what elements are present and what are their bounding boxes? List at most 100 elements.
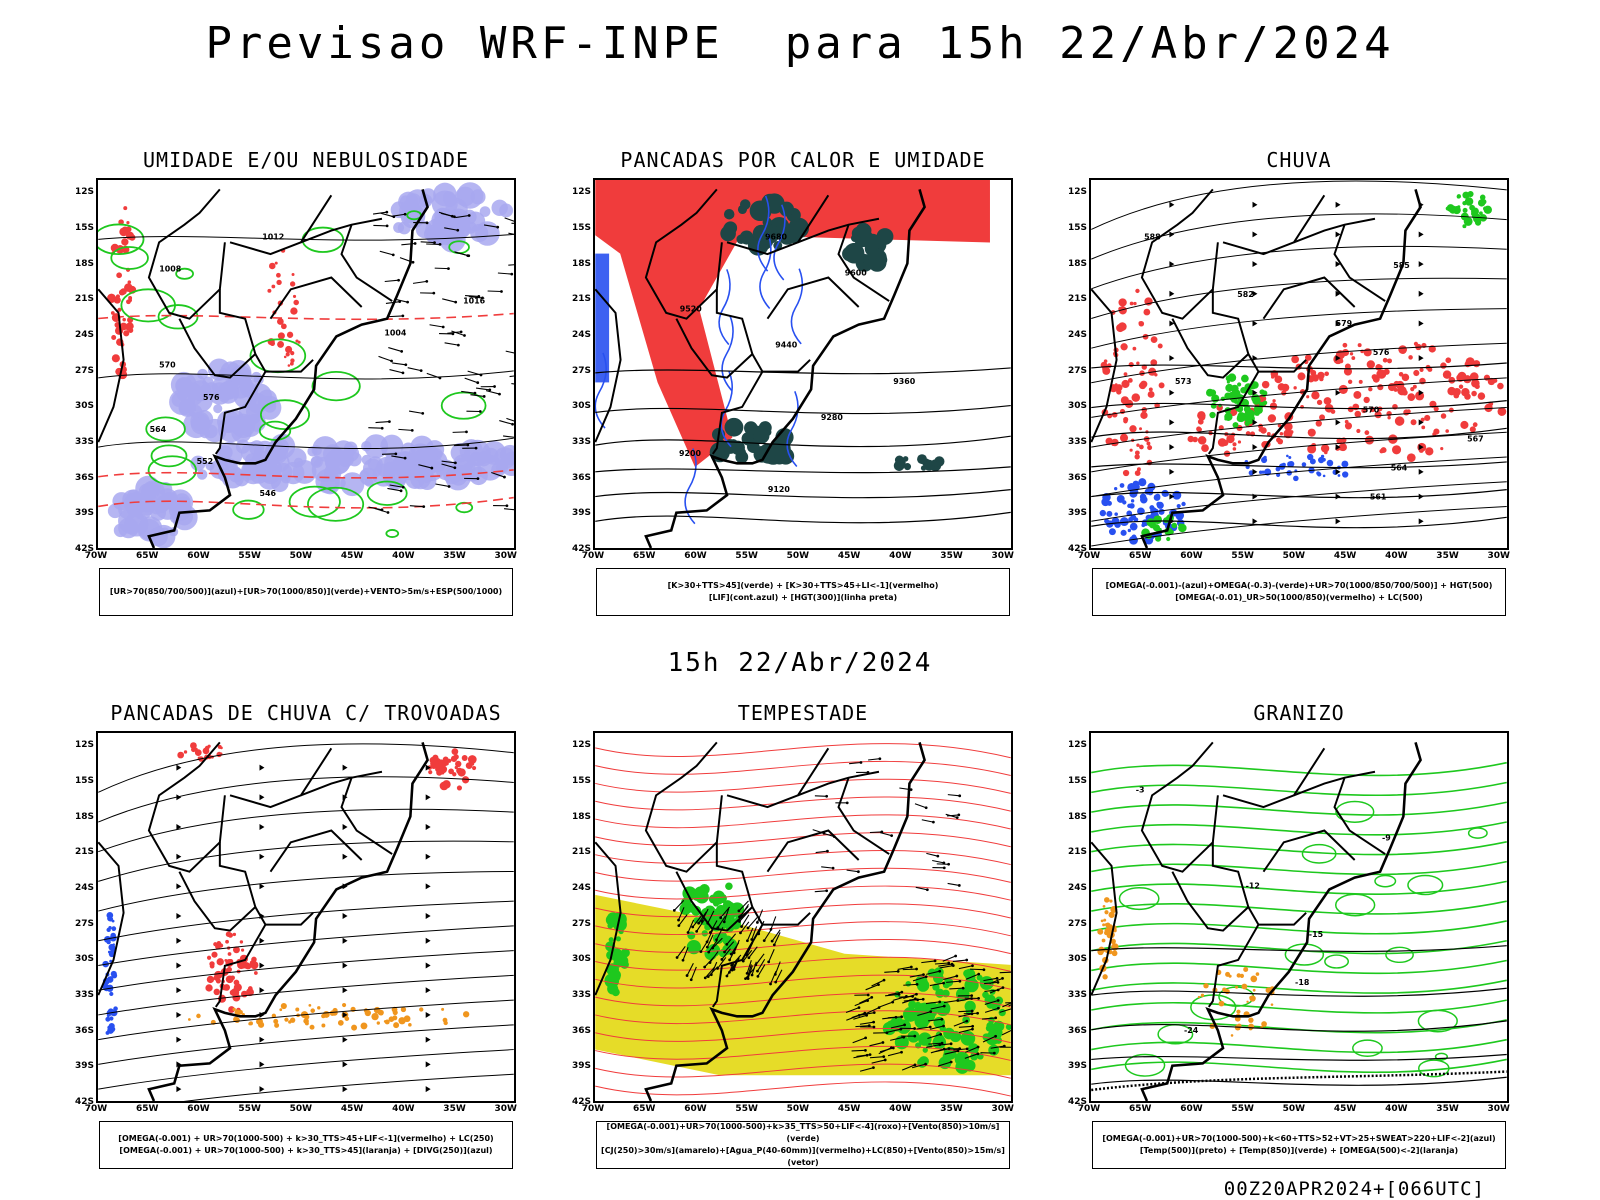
contour-label: -15 — [1309, 930, 1323, 939]
contour-label: -12 — [1246, 882, 1260, 891]
lat-tick-label: 27S — [1067, 918, 1087, 929]
contour-label: 576 — [1373, 348, 1390, 357]
lat-tick-label: 42S — [74, 1097, 94, 1107]
panel-legend: [OMEGA(-0.001)+UR>70(1000-500)+k<60+TTS>… — [1092, 1121, 1506, 1169]
legend-line: [OMEGA(-0.001)+UR>70(1000-500)+k>35_TTS>… — [606, 1122, 1000, 1143]
lon-tick-label: 60W — [1180, 551, 1203, 561]
lon-tick-label: 50W — [786, 1104, 810, 1114]
map-graphic — [595, 741, 1011, 1101]
map-plot: 588 585 582 579 576 573 570 567 564 561 — [1089, 178, 1509, 550]
lon-tick-label: 45W — [837, 1104, 861, 1114]
lat-tick-label: 24S — [1067, 330, 1087, 341]
lat-tick-label: 24S — [571, 883, 591, 894]
lon-tick-label: 55W — [238, 1104, 261, 1114]
lon-tick-label: 50W — [1282, 1104, 1306, 1114]
longitude-axis: 70W 65W 60W 55W 50W 45W 40W 35W 30W — [582, 1104, 1014, 1116]
lat-tick-label: 42S — [1067, 544, 1087, 554]
contour-label: 1016 — [463, 297, 486, 306]
map-plot: 1012 1008 1016 1004 570 576 564 552 546 — [96, 178, 516, 550]
lon-tick-label: 50W — [289, 551, 313, 561]
lat-tick-label: 36S — [571, 472, 591, 483]
lat-tick-label: 36S — [74, 472, 94, 483]
lon-tick-label: 35W — [940, 551, 963, 561]
lat-tick-label: 24S — [74, 883, 94, 894]
lon-tick-label: 65W — [135, 551, 159, 561]
legend-line: [CJ(250)>30m/s](amarelo)+[Agua_P(40-60mm… — [601, 1146, 1005, 1167]
contour-label: 552 — [197, 457, 214, 466]
map-graphic: 1012 1008 1016 1004 570 576 564 552 546 — [98, 182, 514, 548]
contour-label: 564 — [150, 425, 167, 434]
lat-tick-label: 42S — [571, 544, 591, 554]
lon-tick-label: 70W — [581, 1104, 605, 1114]
model-run-stamp: 00Z20APR2024+[066UTC] — [1223, 1178, 1485, 1200]
lat-tick-label: 21S — [74, 847, 94, 858]
lon-tick-label: 55W — [1231, 551, 1254, 561]
map-graphic: 9680 9600 9520 9440 9360 9280 9200 9120 — [595, 180, 1011, 548]
lat-tick-label: 39S — [1067, 1061, 1087, 1072]
lon-tick-label: 40W — [889, 1104, 912, 1114]
contour-label: 9680 — [765, 232, 788, 241]
lat-tick-label: 27S — [74, 365, 94, 376]
lon-tick-label: 40W — [1385, 551, 1408, 561]
lon-tick-label: 45W — [1333, 551, 1357, 561]
lat-tick-label: 21S — [74, 294, 94, 305]
lon-tick-label: 35W — [1436, 551, 1459, 561]
contour-label: 561 — [1370, 492, 1387, 501]
lon-tick-label: 50W — [289, 1104, 313, 1114]
lat-tick-label: 18S — [74, 258, 94, 269]
panel-legend: [K>30+TTS>45](verde) + [K>30+TTS>45+LI<-… — [596, 568, 1010, 616]
lon-tick-label: 65W — [632, 1104, 656, 1114]
lon-tick-label: 70W — [84, 1104, 108, 1114]
latitude-axis: 12S 15S 18S 21S 24S 27S 30S 33S 36S 39S 42S — [1057, 731, 1087, 1107]
contour-label: 582 — [1237, 290, 1254, 299]
legend-line: [OMEGA(-0.001)-(azul)+OMEGA(-0.3)-(verde… — [1105, 581, 1493, 590]
lat-tick-label: 21S — [1067, 847, 1087, 858]
contour-label: 9600 — [845, 268, 868, 277]
panel-title: UMIDADE E/OU NEBULOSIDADE — [142, 148, 470, 172]
lat-tick-label: 39S — [74, 1061, 94, 1072]
map-plot — [96, 731, 516, 1103]
panel-title: GRANIZO — [1253, 701, 1345, 725]
lat-tick-label: 12S — [74, 740, 94, 751]
legend-line: [OMEGA(-0.001) + UR>70(1000-500) + k>30_… — [118, 1134, 494, 1143]
lat-tick-label: 15S — [74, 223, 94, 234]
lat-tick-label: 27S — [1067, 365, 1087, 376]
lon-tick-label: 65W — [1128, 1104, 1152, 1114]
contour-label: 1012 — [262, 232, 284, 241]
panel-title: PANCADAS POR CALOR E UMIDADE — [620, 148, 986, 172]
lon-tick-label: 50W — [1282, 551, 1306, 561]
lat-tick-label: 15S — [571, 776, 591, 787]
map-plot: 9680 9600 9520 9440 9360 9280 9200 9120 — [593, 178, 1013, 550]
lon-tick-label: 70W — [1077, 551, 1101, 561]
contour-label: 9200 — [679, 449, 702, 458]
longitude-axis: 70W 65W 60W 55W 50W 45W 40W 35W 30W — [85, 551, 517, 563]
lat-tick-label: 12S — [571, 740, 591, 751]
panel-title: CHUVA — [1266, 148, 1332, 172]
lat-tick-label: 33S — [74, 990, 94, 1001]
longitude-axis: 70W 65W 60W 55W 50W 45W 40W 35W 30W — [582, 551, 1014, 563]
lat-tick-label: 18S — [571, 258, 591, 269]
lat-tick-label: 27S — [571, 365, 591, 376]
latitude-axis: 12S 15S 18S 21S 24S 27S 30S 33S 36S 39S 42S — [64, 178, 94, 554]
lon-tick-label: 70W — [84, 551, 108, 561]
lon-tick-label: 30W — [1487, 551, 1510, 561]
contour-label: 9280 — [821, 413, 844, 422]
legend-line: [UR>70(850/700/500)](azul)+[UR>70(1000/8… — [109, 587, 503, 596]
latitude-axis: 12S 15S 18S 21S 24S 27S 30S 33S 36S 39S 42S — [561, 178, 591, 554]
latitude-axis: 12S 15S 18S 21S 24S 27S 30S 33S 36S 39S 42S — [64, 731, 94, 1107]
lon-tick-label: 45W — [1333, 1104, 1357, 1114]
lon-tick-label: 65W — [632, 551, 656, 561]
lat-tick-label: 39S — [571, 508, 591, 519]
lon-tick-label: 40W — [889, 551, 912, 561]
lat-tick-label: 21S — [571, 847, 591, 858]
lat-tick-label: 15S — [74, 776, 94, 787]
latitude-axis: 12S 15S 18S 21S 24S 27S 30S 33S 36S 39S 42S — [1057, 178, 1087, 554]
contour-label: 9360 — [893, 377, 916, 386]
lon-tick-label: 50W — [786, 551, 810, 561]
lat-tick-label: 36S — [1067, 1025, 1087, 1036]
map-graphic: -3 -9 -12 -15 -18 -24 — [1091, 741, 1507, 1101]
contour-label: 9440 — [775, 341, 798, 350]
lat-tick-label: 18S — [571, 811, 591, 822]
lat-tick-label: 33S — [571, 990, 591, 1001]
lat-tick-label: 12S — [571, 187, 591, 198]
